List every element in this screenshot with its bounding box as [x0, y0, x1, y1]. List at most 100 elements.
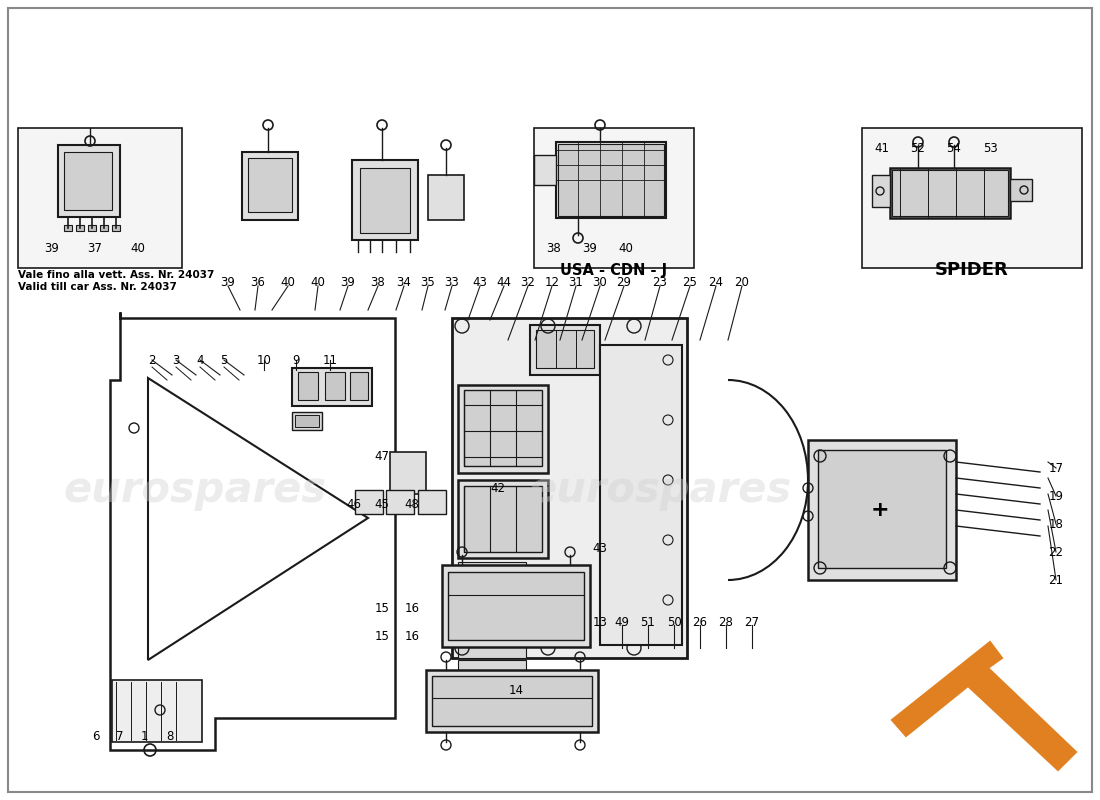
Text: eurospares: eurospares [528, 469, 792, 511]
Text: 47: 47 [374, 450, 389, 462]
Text: 40: 40 [618, 242, 634, 254]
Bar [58, 145, 120, 217]
Text: 31: 31 [569, 275, 583, 289]
Bar [862, 128, 1082, 268]
Bar [458, 674, 526, 686]
Text: 12: 12 [544, 275, 560, 289]
Text: SPIDER: SPIDER [935, 261, 1009, 279]
Bar [458, 480, 548, 558]
Text: 50: 50 [667, 615, 681, 629]
Bar [360, 168, 410, 233]
Text: 40: 40 [131, 242, 145, 254]
Text: 5: 5 [220, 354, 228, 366]
Bar [530, 325, 600, 375]
Text: 40: 40 [280, 275, 296, 289]
Text: 26: 26 [693, 615, 707, 629]
Text: 40: 40 [310, 275, 326, 289]
Text: 21: 21 [1048, 574, 1064, 586]
Text: 35: 35 [420, 275, 436, 289]
Text: 39: 39 [583, 242, 597, 254]
Bar [292, 412, 322, 430]
Bar [536, 330, 594, 368]
Bar [76, 225, 84, 231]
Text: 15: 15 [375, 630, 389, 642]
Text: Vale fino alla vett. Ass. Nr. 24037
Valid till car Ass. Nr. 24037: Vale fino alla vett. Ass. Nr. 24037 Vali… [18, 270, 214, 292]
Text: eurospares: eurospares [64, 469, 327, 511]
Bar [600, 345, 682, 645]
Text: 4: 4 [196, 354, 204, 366]
Text: 51: 51 [640, 615, 656, 629]
Bar [426, 670, 598, 732]
Bar [432, 676, 592, 726]
Bar [386, 490, 414, 514]
Bar [100, 225, 108, 231]
Text: 10: 10 [256, 354, 272, 366]
Text: 28: 28 [718, 615, 734, 629]
Bar [350, 372, 368, 400]
Bar [64, 225, 72, 231]
Bar [458, 562, 526, 574]
Bar [428, 175, 464, 220]
Bar [242, 152, 298, 220]
Text: USA - CDN - J: USA - CDN - J [560, 262, 668, 278]
Text: 16: 16 [405, 630, 419, 642]
Text: 43: 43 [593, 542, 607, 554]
Text: 6: 6 [92, 730, 100, 742]
Text: 41: 41 [874, 142, 890, 154]
Bar [458, 385, 548, 473]
Text: 19: 19 [1048, 490, 1064, 502]
Bar [556, 142, 666, 218]
Bar [442, 565, 590, 647]
Bar [324, 372, 345, 400]
Text: 9: 9 [293, 354, 299, 366]
Text: 15: 15 [375, 602, 389, 614]
Bar [355, 490, 383, 514]
Text: 38: 38 [547, 242, 561, 254]
Bar [112, 225, 120, 231]
Bar [248, 158, 292, 212]
Bar [112, 680, 202, 742]
Bar [295, 415, 319, 427]
Bar [452, 318, 688, 658]
Text: 24: 24 [708, 275, 724, 289]
Text: 17: 17 [1048, 462, 1064, 474]
Text: 18: 18 [1048, 518, 1064, 530]
Bar [458, 660, 526, 672]
Text: 33: 33 [444, 275, 460, 289]
Text: 37: 37 [88, 242, 102, 254]
Bar [352, 160, 418, 240]
Text: 8: 8 [166, 730, 174, 742]
Text: 20: 20 [735, 275, 749, 289]
Bar [892, 170, 1008, 216]
Text: 52: 52 [911, 142, 925, 154]
Bar [18, 128, 182, 268]
Bar [458, 604, 526, 616]
Text: 7: 7 [117, 730, 123, 742]
Bar [464, 390, 542, 466]
Text: 27: 27 [745, 615, 759, 629]
Bar [458, 646, 526, 658]
Text: 43: 43 [473, 275, 487, 289]
Text: 48: 48 [405, 498, 419, 510]
Text: 39: 39 [341, 275, 355, 289]
Bar [418, 490, 446, 514]
Text: 3: 3 [173, 354, 179, 366]
Text: 39: 39 [221, 275, 235, 289]
Bar [558, 144, 664, 216]
Bar [458, 576, 526, 588]
Text: 45: 45 [375, 498, 389, 510]
Bar [458, 618, 526, 630]
Bar [88, 225, 96, 231]
Text: 32: 32 [520, 275, 536, 289]
Text: 23: 23 [652, 275, 668, 289]
Bar [818, 450, 946, 568]
Text: 49: 49 [615, 615, 629, 629]
Text: +: + [871, 500, 889, 520]
Text: 16: 16 [405, 602, 419, 614]
Bar [872, 175, 890, 207]
Text: 42: 42 [491, 482, 506, 494]
Text: 54: 54 [947, 142, 961, 154]
Bar [458, 590, 526, 602]
Text: 38: 38 [371, 275, 385, 289]
Bar [1010, 179, 1032, 201]
